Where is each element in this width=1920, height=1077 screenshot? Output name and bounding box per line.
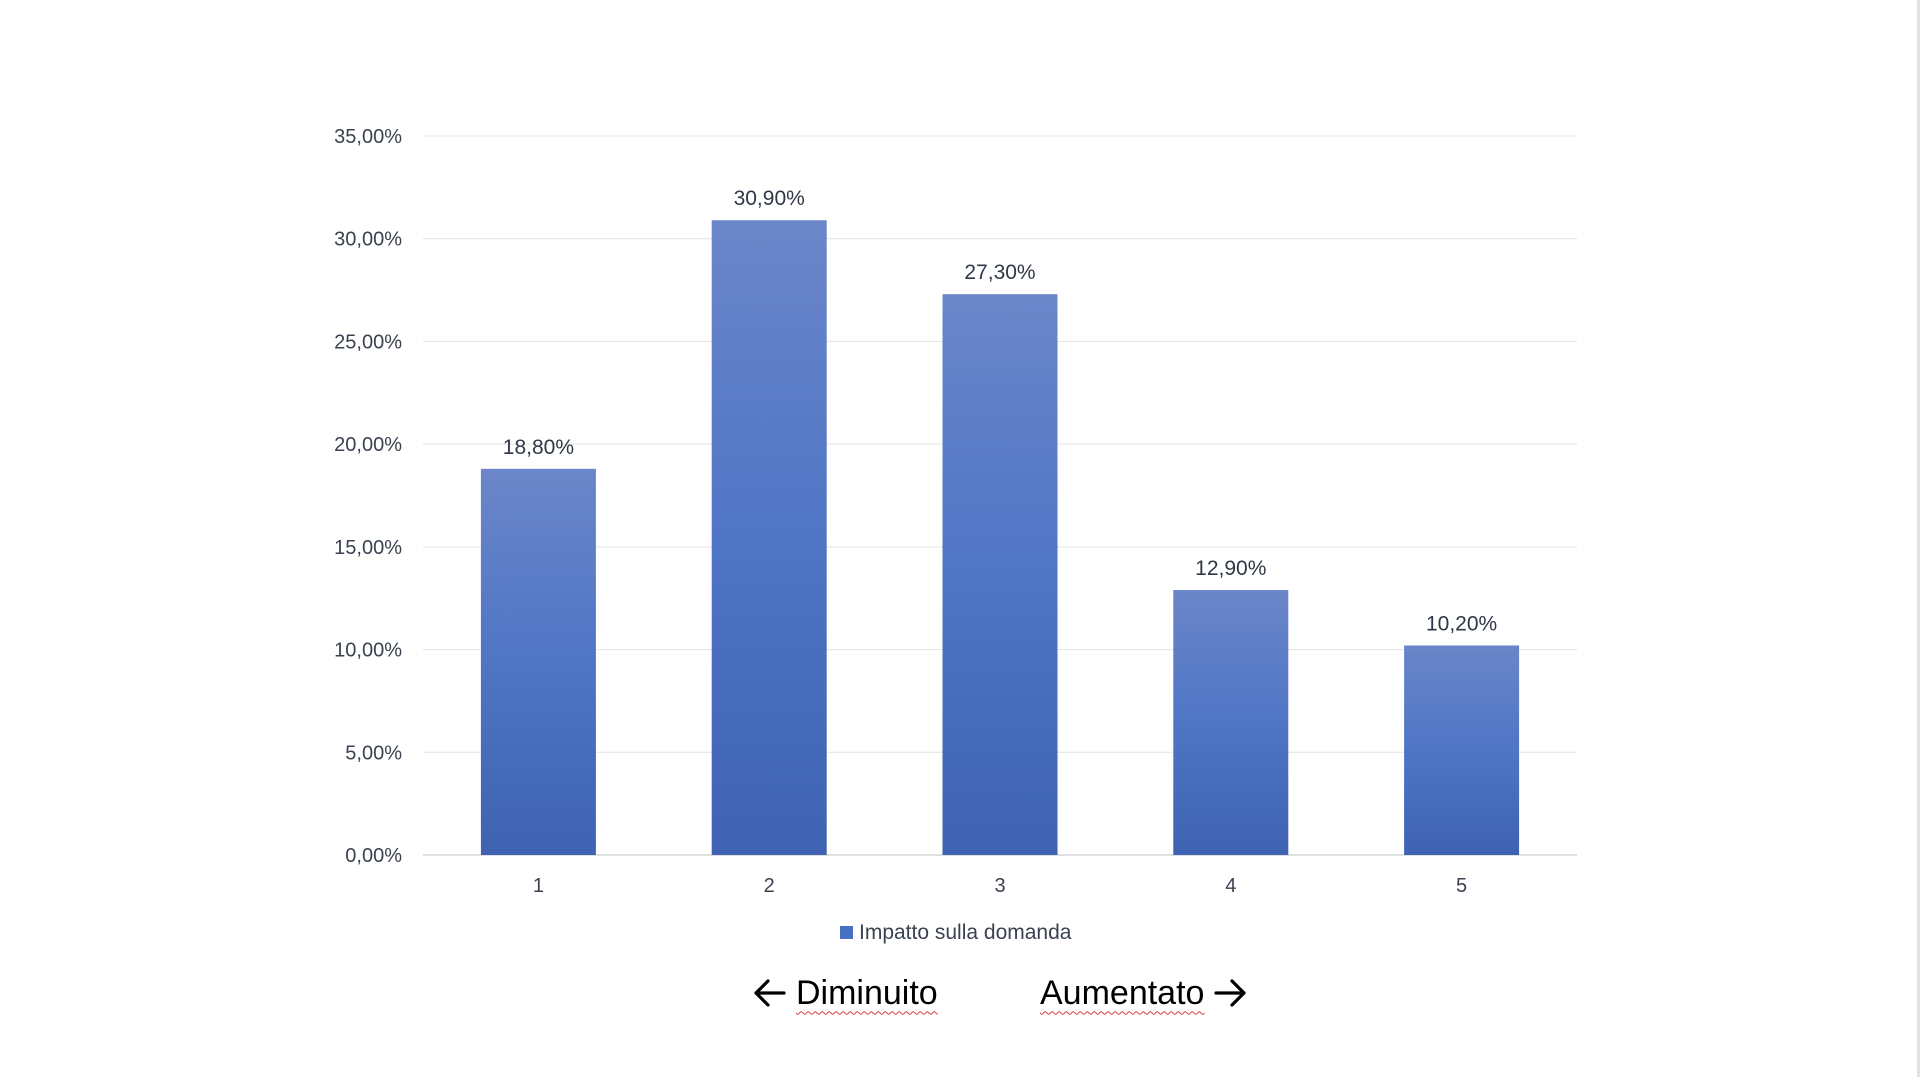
y-tick-label: 10,00% [334,640,402,662]
x-tick-label: 5 [1456,875,1467,897]
y-tick-label: 5,00% [345,742,402,764]
increase-annotation: Aumentato [1040,968,1248,1018]
x-tick-label: 1 [533,875,544,897]
decrease-annotation: Diminuito [752,968,938,1018]
x-axis-ticks: 1 2 3 4 5 [533,875,1467,897]
bars: 18,80% 30,90% 27,30% 12,90% 10,20% [480,187,1520,855]
x-tick-label: 2 [764,875,775,897]
bar-2 [711,220,827,855]
data-label-1: 18,80% [503,436,574,459]
legend: Impatto sulla domanda [840,921,1072,944]
y-tick-label: 35,00% [334,126,402,148]
bar-1 [480,468,596,855]
arrow-left-icon [754,979,786,1007]
y-tick-label: 30,00% [334,229,402,251]
legend-label: Impatto sulla domanda [859,921,1072,944]
slide-edge [1917,0,1920,1077]
y-tick-label: 0,00% [345,845,402,867]
y-axis-ticks: 0,00% 5,00% 10,00% 15,00% 20,00% 25,00% 30,00%… [334,126,402,867]
data-label-2: 30,90% [734,187,805,210]
data-label-4: 12,90% [1195,557,1266,580]
data-label-3: 27,30% [964,261,1035,284]
bar-3 [942,294,1058,855]
legend-swatch [840,926,853,939]
x-tick-label: 4 [1225,875,1236,897]
y-tick-label: 20,00% [334,434,402,456]
y-tick-label: 15,00% [334,537,402,559]
arrow-right-icon [1214,979,1247,1007]
y-tick-label: 25,00% [334,331,402,353]
decrease-label: Diminuito [796,973,938,1012]
bar-5 [1404,645,1520,855]
increase-label: Aumentato [1040,973,1205,1012]
bar-4 [1173,589,1289,855]
data-label-5: 10,20% [1426,612,1497,635]
x-tick-label: 3 [994,875,1005,897]
